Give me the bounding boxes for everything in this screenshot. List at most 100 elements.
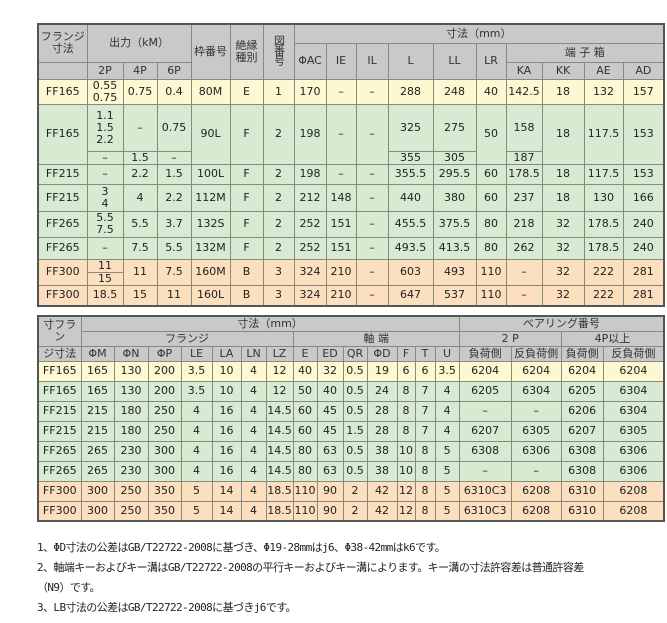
table-cell: 325 (387, 103, 434, 152)
table-cell: 12 (396, 500, 416, 522)
header-frame-number: 枠番号 (190, 23, 231, 80)
table-cell: 324 (293, 258, 327, 286)
table-cell: 110 (292, 500, 318, 522)
table-row: FF215 215 180 250 4 16 4 14.5 60 45 0.5 28 8 7 4– –6206… (37, 400, 665, 422)
table-row: FF215 3 4 4 2.2 112M F 2 212 148–440 380 60 237 18 13… (37, 183, 665, 212)
table-cell: 12 (396, 480, 416, 502)
header-col: ΦAC (293, 42, 327, 80)
table-cell: 6208 (510, 500, 562, 522)
table-cell: 0.5 (342, 360, 368, 382)
table-cell: 90 (316, 480, 344, 502)
table-cell: 3 (262, 258, 295, 286)
header-col: LN (240, 345, 267, 362)
header-col: ΦN (113, 345, 149, 362)
table-cell: 132M (190, 236, 231, 260)
table-cell: 305 (432, 150, 477, 165)
table-cell: 2 (262, 103, 295, 165)
table-cell: F (229, 103, 264, 165)
table-row: FF300 11 11 7.5 160M B 3 324 210–603 493 110–32 222… (37, 258, 665, 286)
table-cell: 132S (190, 210, 231, 238)
table-cell: 42 (366, 480, 398, 502)
header-col: E (292, 345, 318, 362)
header-col: LZ (265, 345, 294, 362)
table-cell: – (156, 150, 192, 165)
table-cell: 4 (434, 380, 460, 402)
table-cell: 300 (80, 480, 115, 502)
table-cell: 178.5 (583, 210, 624, 238)
table-cell: 18.5 (265, 500, 294, 522)
table-cell: 222 (583, 258, 624, 286)
table-cell: 1.5 (122, 150, 158, 165)
flange-size-cell: FF300 (37, 258, 88, 286)
table-cell: 32 (316, 360, 344, 382)
header-col: 反負荷側 (602, 345, 665, 362)
table-cell: 63 (316, 440, 344, 462)
header-col: ΦD (366, 345, 398, 362)
table-cell: F (229, 210, 264, 238)
table-cell: 80 (292, 440, 318, 462)
table-cell: 6310 (560, 480, 604, 502)
notes: 1、ΦD寸法の公差はGB/T22722-2008に基づき、Φ19-28mmはj6… (37, 538, 584, 618)
flange-size-cell: FF215 (37, 183, 88, 212)
table-cell: 40 (316, 380, 344, 402)
table-cell: 80 (292, 460, 318, 482)
table-cell: 248 (432, 78, 477, 105)
table-row: FF165 0.55 0.75 0.75 0.4 80M E 1 170– –288 248 40 1… (37, 78, 665, 105)
table-row: FF300 300 250 350 5 14 4 18.5 110 90 2 42 12 8 5 6310C3… (37, 480, 665, 502)
table-cell: 300 (147, 460, 182, 482)
table-cell: 8 (414, 480, 436, 502)
table-row: FF265–7.5 5.5 132M F 2 252 151–493.5 413.5 80 262… (37, 236, 665, 260)
flange-size-cell: FF215 (37, 420, 82, 442)
table-cell: 80M (190, 78, 231, 105)
table-cell: 455.5 (387, 210, 434, 238)
table-cell: 32 (541, 236, 585, 260)
table-cell: 110 (475, 284, 507, 307)
table-cell: 240 (622, 210, 665, 238)
table-cell: 160L (190, 284, 231, 307)
note-2: 2、軸端キーおよびキー溝はGB/T22722-2008の平行キーおよびキー溝によ… (37, 561, 584, 574)
flange-size-cell: FF265 (37, 236, 88, 260)
table-cell: 6310C3 (458, 480, 512, 502)
note-2-cont: （N9）です。 (37, 581, 101, 594)
header-terminal-box: 端 子 箱 (505, 42, 665, 63)
table-cell: 157 (622, 78, 665, 105)
header-col: LL (432, 42, 477, 80)
header-col: F (396, 345, 416, 362)
table-cell: 3.5 (180, 380, 213, 402)
table-cell: 18.5 (86, 284, 124, 307)
table-cell: 40 (475, 78, 507, 105)
table-cell: – (505, 258, 543, 286)
table-cell: 6208 (510, 480, 562, 502)
table-cell: 7.5 (122, 236, 158, 260)
table-cell: 0.4 (156, 78, 192, 105)
flange-size-cell: FF300 (37, 284, 88, 307)
flange-size-cell: FF165 (37, 78, 88, 105)
table-cell: – (86, 163, 124, 185)
header-col: 負荷側 (560, 345, 604, 362)
header-4p: 4P (122, 61, 158, 80)
header-col: L (387, 42, 434, 80)
table-cell: – (505, 284, 543, 307)
header-flange: フランジ (80, 330, 294, 347)
table-cell: 38 (366, 440, 398, 462)
table-cell: 2 (262, 183, 295, 212)
table-row: FF165 165 130 200 3.5 10 4 12 40 32 0.5 19 6 6 3.5 6204… (37, 360, 665, 382)
table-cell: 18 (541, 183, 585, 212)
table-cell: 14.5 (265, 460, 294, 482)
table-cell: 380 (432, 183, 477, 212)
table-cell: 6308 (560, 460, 604, 482)
table-cell: 18 (541, 103, 585, 165)
table-cell: 6204 (560, 360, 604, 382)
table-cell: 6306 (602, 460, 665, 482)
header-col: U (434, 345, 460, 362)
table-cell: 42 (366, 500, 398, 522)
header-col: QR (342, 345, 368, 362)
table-cell: 14.5 (265, 440, 294, 462)
table-cell: – (510, 460, 562, 482)
table-cell: 6208 (602, 500, 665, 522)
table-cell: 32 (541, 284, 585, 307)
table-cell: 5 (180, 480, 213, 502)
table-cell: – (510, 400, 562, 422)
header-figure-number: 図番号 (262, 23, 295, 80)
table-cell: – (355, 183, 389, 212)
